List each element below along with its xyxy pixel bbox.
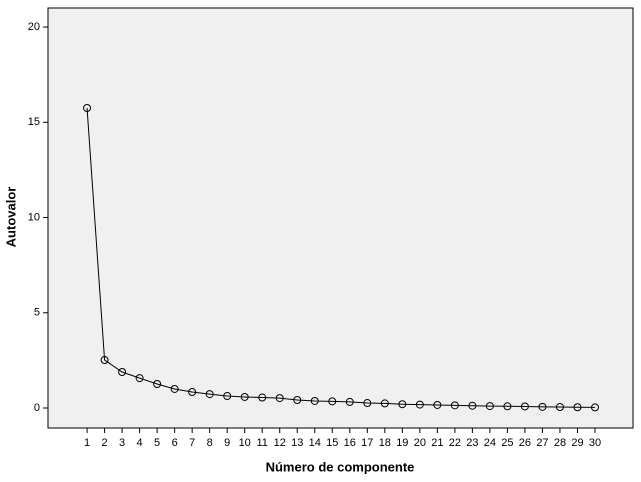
x-tick-label: 1 xyxy=(84,437,90,449)
x-tick-label: 17 xyxy=(361,437,373,449)
x-tick-label: 23 xyxy=(466,437,478,449)
marker xyxy=(520,402,529,411)
x-tick-label: 20 xyxy=(414,437,426,449)
x-tick-label: 30 xyxy=(589,437,601,449)
x-axis-title: Número de componente xyxy=(266,459,415,474)
marker xyxy=(415,400,424,409)
x-tick-label: 13 xyxy=(291,437,303,449)
x-tick-label: 19 xyxy=(396,437,408,449)
marker xyxy=(100,356,109,364)
x-tick-label: 4 xyxy=(137,437,143,449)
x-tick-label: 27 xyxy=(536,437,548,449)
marker xyxy=(380,399,389,408)
marker xyxy=(258,393,267,402)
x-tick-label: 11 xyxy=(256,437,267,449)
x-tick-label: 24 xyxy=(484,437,496,449)
x-tick-label: 12 xyxy=(274,437,286,449)
x-tick-label: 8 xyxy=(207,437,213,449)
marker xyxy=(363,399,372,408)
x-tick-label: 6 xyxy=(172,437,178,449)
marker xyxy=(328,397,337,406)
x-tick-label: 9 xyxy=(224,437,230,449)
line xyxy=(86,107,595,408)
y-tick-label: 15 xyxy=(28,116,40,128)
marker xyxy=(345,397,354,406)
marker xyxy=(310,396,319,405)
x-tick-label: 21 xyxy=(431,437,443,449)
marker xyxy=(485,402,494,411)
marker xyxy=(118,368,127,376)
marker xyxy=(573,403,582,412)
x-tick-label: 2 xyxy=(102,437,108,449)
marker xyxy=(223,392,232,400)
marker xyxy=(275,394,284,403)
y-tick-label: 5 xyxy=(34,307,40,319)
marker xyxy=(293,396,302,404)
y-tick-label: 20 xyxy=(28,21,40,33)
x-tick-label: 28 xyxy=(554,437,566,449)
x-tick-label: 7 xyxy=(189,437,195,449)
x-tick-label: 14 xyxy=(309,437,321,449)
y-tick-label: 0 xyxy=(34,402,40,414)
x-tick-label: 18 xyxy=(379,437,391,449)
marker xyxy=(503,402,512,411)
y-axis-title: Autovalor xyxy=(3,187,18,248)
x-tick-label: 26 xyxy=(519,437,531,449)
marker xyxy=(398,400,407,409)
x-tick-label: 25 xyxy=(501,437,513,449)
x-tick-label: 16 xyxy=(344,437,356,449)
x-tick-label: 15 xyxy=(326,437,338,449)
marker xyxy=(555,403,564,412)
marker xyxy=(433,400,442,409)
x-tick-label: 3 xyxy=(119,437,125,449)
marker xyxy=(450,401,459,410)
marker xyxy=(83,104,92,112)
marker xyxy=(153,380,162,388)
marker xyxy=(170,384,179,393)
x-tick-label: 29 xyxy=(571,437,583,449)
x-tick-label: 5 xyxy=(154,437,160,449)
x-tick-label: 10 xyxy=(239,437,251,449)
marker xyxy=(590,403,599,412)
marker xyxy=(205,390,214,399)
marker xyxy=(135,374,144,383)
marker xyxy=(538,402,547,411)
x-tick-label: 22 xyxy=(449,437,461,449)
marker xyxy=(188,388,197,396)
y-tick-label: 10 xyxy=(28,211,40,223)
marker xyxy=(468,401,477,410)
plot-area xyxy=(47,7,634,429)
marker xyxy=(240,392,249,401)
